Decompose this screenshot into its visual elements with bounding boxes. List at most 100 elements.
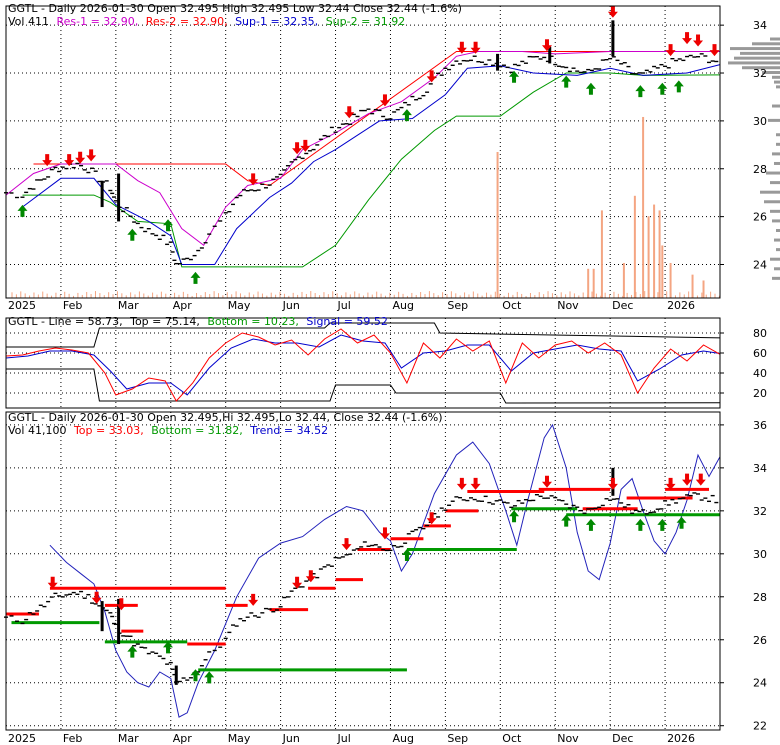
volume-bar [406,295,408,298]
volume-bar [257,291,259,298]
sell-arrow [607,5,618,18]
volume-bar [652,295,654,298]
volume-bar [658,210,661,298]
osc-title: GGTL - Line = 58.73, [8,315,123,328]
osc-main-line [5,328,721,402]
oscillator-panel: 20 40 60 80 [5,317,767,409]
buy-arrow [561,75,572,88]
osc-bottom-label: Bottom = 10.23, [207,315,299,328]
volume-profile-bar [770,257,780,261]
buy-arrow [635,518,646,531]
sell-arrow [116,598,127,611]
volume-bar [534,295,536,298]
sell-arrow [541,475,552,488]
volume-bar [424,294,426,298]
volume-bar [573,293,575,298]
volume-bar [160,291,162,298]
volume-bar [398,291,400,298]
volume-profile-bar [764,200,780,204]
buy-arrow [676,516,687,529]
y-axis-label: 28 [753,591,767,604]
x-axis-label: Feb [63,732,82,745]
price-levels: Vol 411 Res-1 = 32.90, Res-2 = 32.90, Su… [8,15,405,28]
volume-bar [538,292,540,298]
sell-arrow [341,538,352,551]
y-axis-label: 34 [753,462,767,475]
volume-bar [701,292,703,298]
x-axis-label: 2025 [8,299,36,312]
volume-profile-bar [752,42,780,46]
volume-bar [450,291,452,298]
sell-arrow [665,44,676,57]
volume-bar [529,293,531,298]
volume-bar [657,292,659,298]
volume-bar [635,291,637,298]
x-axis-label: Nov [557,732,579,745]
volume-profile-bar [774,267,780,271]
volume-bar [103,295,105,298]
buy-arrow [585,518,596,531]
buy-arrow [401,548,412,561]
volume-bar [633,195,636,298]
volume-bar [486,292,488,298]
volume-bar [279,291,281,298]
buy-arrow [127,228,138,241]
volume-bar [204,292,206,298]
x-axis-label: May [228,299,251,312]
osc-header: GGTL - Line = 58.73, Top = 75.14, Bottom… [8,315,388,328]
x-axis-label: Feb [63,299,82,312]
volume-profile-bar [770,37,780,41]
x-axis-label: 2026 [667,732,695,745]
volume-bar [86,291,88,298]
sell-arrow [456,477,467,490]
volume-bar [283,293,285,298]
volume-bar [587,268,590,298]
y-axis-label: 36 [753,419,767,432]
volume-bar [134,294,136,298]
volume-bar [468,294,470,298]
volume-profile-bar [774,80,780,84]
volume-bar [336,293,338,298]
y-axis-label: 32 [753,67,767,80]
volume-bar [305,293,307,298]
volume-bar [565,294,567,298]
trend-frame [5,411,721,731]
volume-bar [710,291,712,298]
buy-arrow [509,510,520,523]
x-axis-label: Apr [173,732,193,745]
resistance-1-line [5,51,720,247]
sell-arrow [292,576,303,589]
volume-bar [51,295,53,298]
volume-bar [327,294,329,298]
volume-bar [200,295,202,298]
y-axis-label: 34 [753,19,767,32]
volume-bar [556,295,558,298]
y-axis-label: 24 [753,258,767,271]
buy-arrow [163,219,174,232]
volume-bar [691,274,694,298]
trend-levels: Vol 41,100 Top = 33.03, Bottom = 31.82, … [8,424,328,437]
volume-bar [11,292,13,298]
y-axis-label: 30 [753,115,767,128]
y-axis-label: 80 [753,327,767,340]
volume-bar [24,293,26,298]
volume-bar [477,293,479,298]
volume-bar [604,292,606,298]
osc-top-label: Top = 75.14, [129,315,200,328]
x-axis-label: Mar [118,732,139,745]
volume-profile-bar [766,171,780,175]
sell-arrow [86,149,97,162]
y-axis-label: 60 [753,347,767,360]
x-axis-label: Dec [612,299,633,312]
volume-profile-bar [774,161,780,165]
buy-arrow [127,645,138,658]
volume-profile-bar [772,219,780,223]
volume-bar [261,293,263,298]
volume-bar [626,292,628,298]
volume-bar [402,293,404,298]
volume-bar [661,294,663,298]
trend-trend-label: Trend = 34.52 [249,424,328,437]
volume-bar [578,295,580,298]
volume-bar [674,295,676,298]
volume-bar [244,295,246,298]
